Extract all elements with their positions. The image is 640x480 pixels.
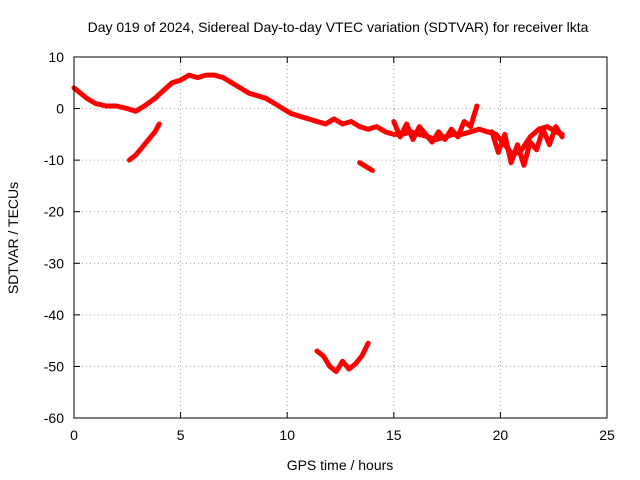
series-short-arc-2 — [357, 160, 375, 173]
y-axis-label: SDTVAR / TECUs — [5, 182, 21, 294]
x-tick-label: 10 — [279, 427, 295, 443]
y-tick-label: -30 — [44, 255, 64, 271]
series-main-arc — [71, 72, 565, 158]
x-tick-label: 5 — [177, 427, 185, 443]
grid-lines — [74, 57, 607, 418]
series-low-arc — [314, 340, 371, 375]
series-short-arc-1 — [126, 121, 162, 163]
y-tick-label: 10 — [48, 49, 64, 65]
data-series — [71, 72, 565, 375]
y-tick-label: -20 — [44, 204, 64, 220]
y-tick-label: -50 — [44, 358, 64, 374]
axis-ticks — [73, 56, 608, 419]
y-tick-label: 0 — [56, 101, 64, 117]
chart-title: Day 019 of 2024, Sidereal Day-to-day VTE… — [88, 19, 589, 35]
series-oscillating-segment-2 — [489, 124, 565, 168]
axis-tick-labels: 0 5 10 15 20 25 10 0 -10 -20 -30 -40 -50 -60 — [44, 49, 615, 443]
x-tick-label: 20 — [493, 427, 509, 443]
y-tick-label: -10 — [44, 152, 64, 168]
y-tick-label: -60 — [44, 410, 64, 426]
x-tick-label: 15 — [386, 427, 402, 443]
x-tick-label: 0 — [70, 427, 78, 443]
x-axis-label: GPS time / hours — [287, 457, 394, 473]
x-tick-label: 25 — [599, 427, 615, 443]
series-oscillating-segment-1 — [391, 103, 480, 145]
plot-frame — [73, 56, 608, 419]
y-tick-label: -40 — [44, 307, 64, 323]
